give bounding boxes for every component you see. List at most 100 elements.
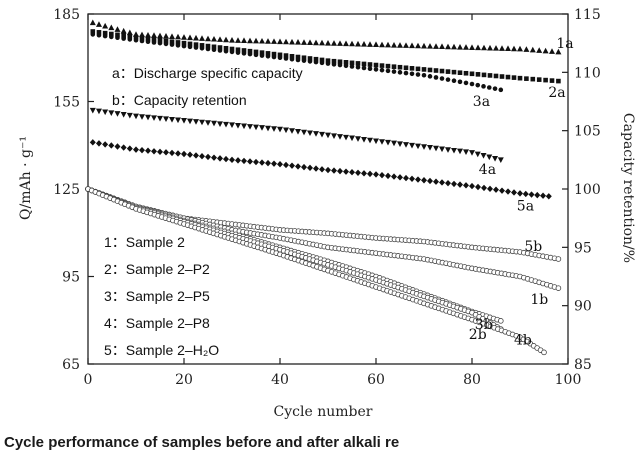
2a-point bbox=[445, 69, 451, 74]
2a-point bbox=[427, 67, 433, 73]
1a-point bbox=[523, 46, 530, 52]
5a-point bbox=[469, 182, 475, 190]
5b-point bbox=[555, 256, 562, 262]
4a-point bbox=[217, 121, 223, 127]
5a-point bbox=[217, 155, 223, 162]
4a-point bbox=[139, 114, 145, 120]
5a-point bbox=[319, 166, 325, 173]
4a-point bbox=[331, 133, 337, 139]
5a-point bbox=[126, 145, 133, 152]
4a-point bbox=[385, 139, 391, 146]
3a-point bbox=[247, 51, 253, 57]
2a-point bbox=[481, 72, 487, 78]
5a-point bbox=[89, 139, 96, 146]
5a-point bbox=[151, 148, 157, 155]
legend-item-4: 4：Sample 2–P8 bbox=[104, 315, 210, 331]
4a-point bbox=[325, 132, 331, 139]
5a-point bbox=[475, 183, 481, 191]
3a-point bbox=[433, 75, 439, 80]
3a-point bbox=[391, 69, 397, 74]
4a-point bbox=[480, 153, 487, 159]
3a-point bbox=[115, 35, 120, 41]
1a-point bbox=[511, 45, 517, 52]
3a-point bbox=[385, 68, 391, 74]
2a-point bbox=[433, 68, 439, 73]
4a-point bbox=[445, 147, 451, 153]
1a-point bbox=[549, 48, 555, 54]
3a-point bbox=[289, 56, 295, 62]
4a-point bbox=[295, 128, 301, 135]
4a-point bbox=[469, 150, 475, 156]
2a-point bbox=[487, 73, 493, 78]
5a-point bbox=[223, 155, 229, 163]
y-tick-label-right: 100 bbox=[574, 182, 601, 198]
5a-point bbox=[385, 172, 391, 180]
series-5a bbox=[89, 139, 552, 200]
2a-point bbox=[379, 63, 385, 68]
2a-point bbox=[295, 54, 301, 60]
3a-point bbox=[193, 45, 199, 50]
5a-point bbox=[307, 164, 313, 172]
2a-point bbox=[457, 70, 463, 75]
series-label-5b: 5b bbox=[524, 239, 542, 255]
5a-point bbox=[114, 143, 121, 150]
2a-point bbox=[283, 53, 289, 58]
5a-point bbox=[409, 175, 415, 182]
3a-point bbox=[343, 63, 349, 69]
4a-point bbox=[497, 157, 504, 164]
5a-point bbox=[337, 167, 343, 175]
2a-point bbox=[247, 48, 253, 54]
y-tick-label-left: 95 bbox=[62, 270, 80, 286]
2a-point bbox=[439, 68, 445, 74]
4a-point bbox=[223, 121, 229, 128]
4a-point bbox=[235, 122, 241, 129]
series-1a bbox=[89, 19, 562, 55]
3a-point bbox=[133, 37, 139, 43]
5a-point bbox=[511, 189, 517, 196]
1a-point bbox=[217, 36, 223, 42]
4a-point bbox=[108, 110, 115, 116]
5a-point bbox=[451, 180, 457, 188]
1a-point bbox=[301, 39, 307, 45]
1a-point bbox=[529, 46, 536, 53]
series-layer bbox=[85, 19, 562, 356]
5a-point bbox=[439, 179, 445, 186]
4a-point bbox=[474, 151, 481, 158]
5a-point bbox=[193, 152, 199, 159]
x-axis-title: Cycle number bbox=[274, 404, 373, 420]
2a-point bbox=[385, 63, 391, 69]
3a-point bbox=[109, 34, 114, 40]
5a-point bbox=[265, 159, 271, 167]
5a-point bbox=[445, 179, 451, 187]
4a-point bbox=[241, 123, 247, 130]
5a-point bbox=[163, 149, 169, 156]
figure-caption: Cycle performance of samples before and … bbox=[4, 434, 400, 451]
2a-point bbox=[367, 62, 373, 67]
4a-point bbox=[265, 125, 271, 132]
5a-point bbox=[545, 193, 552, 200]
5a-point bbox=[355, 169, 361, 176]
5a-point bbox=[481, 184, 487, 192]
1a-point bbox=[187, 34, 193, 41]
1a-point bbox=[289, 38, 295, 45]
y-tick-label-right: 115 bbox=[574, 7, 601, 23]
1a-point bbox=[493, 45, 499, 51]
5a-point bbox=[157, 148, 163, 156]
series-label-4a: 4a bbox=[479, 162, 496, 178]
1a-point bbox=[463, 44, 469, 50]
2a-point bbox=[102, 30, 108, 36]
3a-point bbox=[481, 84, 486, 89]
2a-point bbox=[469, 71, 475, 77]
2a-point bbox=[109, 31, 114, 37]
5a-point bbox=[457, 181, 463, 188]
3a-point bbox=[361, 65, 367, 71]
3a-point bbox=[397, 70, 403, 75]
3a-point bbox=[349, 64, 355, 69]
1a-point bbox=[421, 42, 427, 49]
4a-point bbox=[343, 134, 349, 141]
4a-point bbox=[367, 137, 373, 144]
5a-point bbox=[169, 149, 175, 157]
4a-point bbox=[193, 119, 199, 125]
5a-point bbox=[325, 166, 331, 174]
5a-point bbox=[540, 192, 547, 199]
